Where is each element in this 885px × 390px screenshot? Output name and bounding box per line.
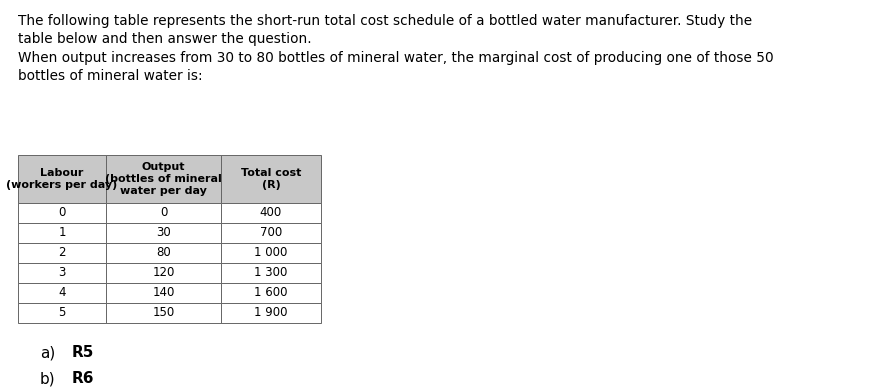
Bar [106,223,221,243]
Bar [221,203,321,223]
Text: bottles of mineral water is:: bottles of mineral water is: [18,69,203,83]
Text: 150: 150 [152,307,174,319]
Text: Labour: Labour [41,168,84,178]
Text: Output: Output [142,163,185,172]
Bar [221,223,321,243]
Bar [106,303,221,323]
Text: 1: 1 [58,227,65,239]
Text: 0: 0 [58,206,65,220]
Text: 700: 700 [260,227,282,239]
Bar [18,155,106,203]
Text: 80: 80 [156,246,171,259]
Bar [106,155,221,203]
Text: 5: 5 [58,307,65,319]
Text: table below and then answer the question.: table below and then answer the question… [18,32,312,46]
Text: The following table represents the short-run total cost schedule of a bottled wa: The following table represents the short… [18,14,752,28]
Text: 140: 140 [152,287,174,300]
Bar [18,303,106,323]
Text: 1 900: 1 900 [254,307,288,319]
Text: 2: 2 [58,246,65,259]
Text: R6: R6 [72,371,95,386]
Bar [221,283,321,303]
Bar [106,263,221,283]
Bar [18,283,106,303]
Bar [18,203,106,223]
Text: When output increases from 30 to 80 bottles of mineral water, the marginal cost : When output increases from 30 to 80 bott… [18,51,773,65]
Text: (bottles of mineral: (bottles of mineral [105,174,222,184]
Bar [18,223,106,243]
Bar [106,283,221,303]
Text: 1 600: 1 600 [254,287,288,300]
Text: 1 300: 1 300 [254,266,288,280]
Text: 4: 4 [58,287,65,300]
Bar [221,243,321,263]
Text: (workers per day): (workers per day) [6,180,118,190]
Text: 400: 400 [260,206,282,220]
Text: 1 000: 1 000 [254,246,288,259]
Text: 3: 3 [58,266,65,280]
Bar [106,243,221,263]
Text: Total cost: Total cost [241,168,301,178]
Text: a): a) [40,345,55,360]
Bar [221,155,321,203]
Text: 30: 30 [156,227,171,239]
Text: 120: 120 [152,266,174,280]
Bar [221,263,321,283]
Text: R5: R5 [72,345,95,360]
Text: (R): (R) [262,180,281,190]
Bar [18,243,106,263]
Bar [221,303,321,323]
Bar [18,263,106,283]
Bar [106,203,221,223]
Text: water per day: water per day [120,186,207,195]
Text: b): b) [40,371,56,386]
Text: 0: 0 [160,206,167,220]
